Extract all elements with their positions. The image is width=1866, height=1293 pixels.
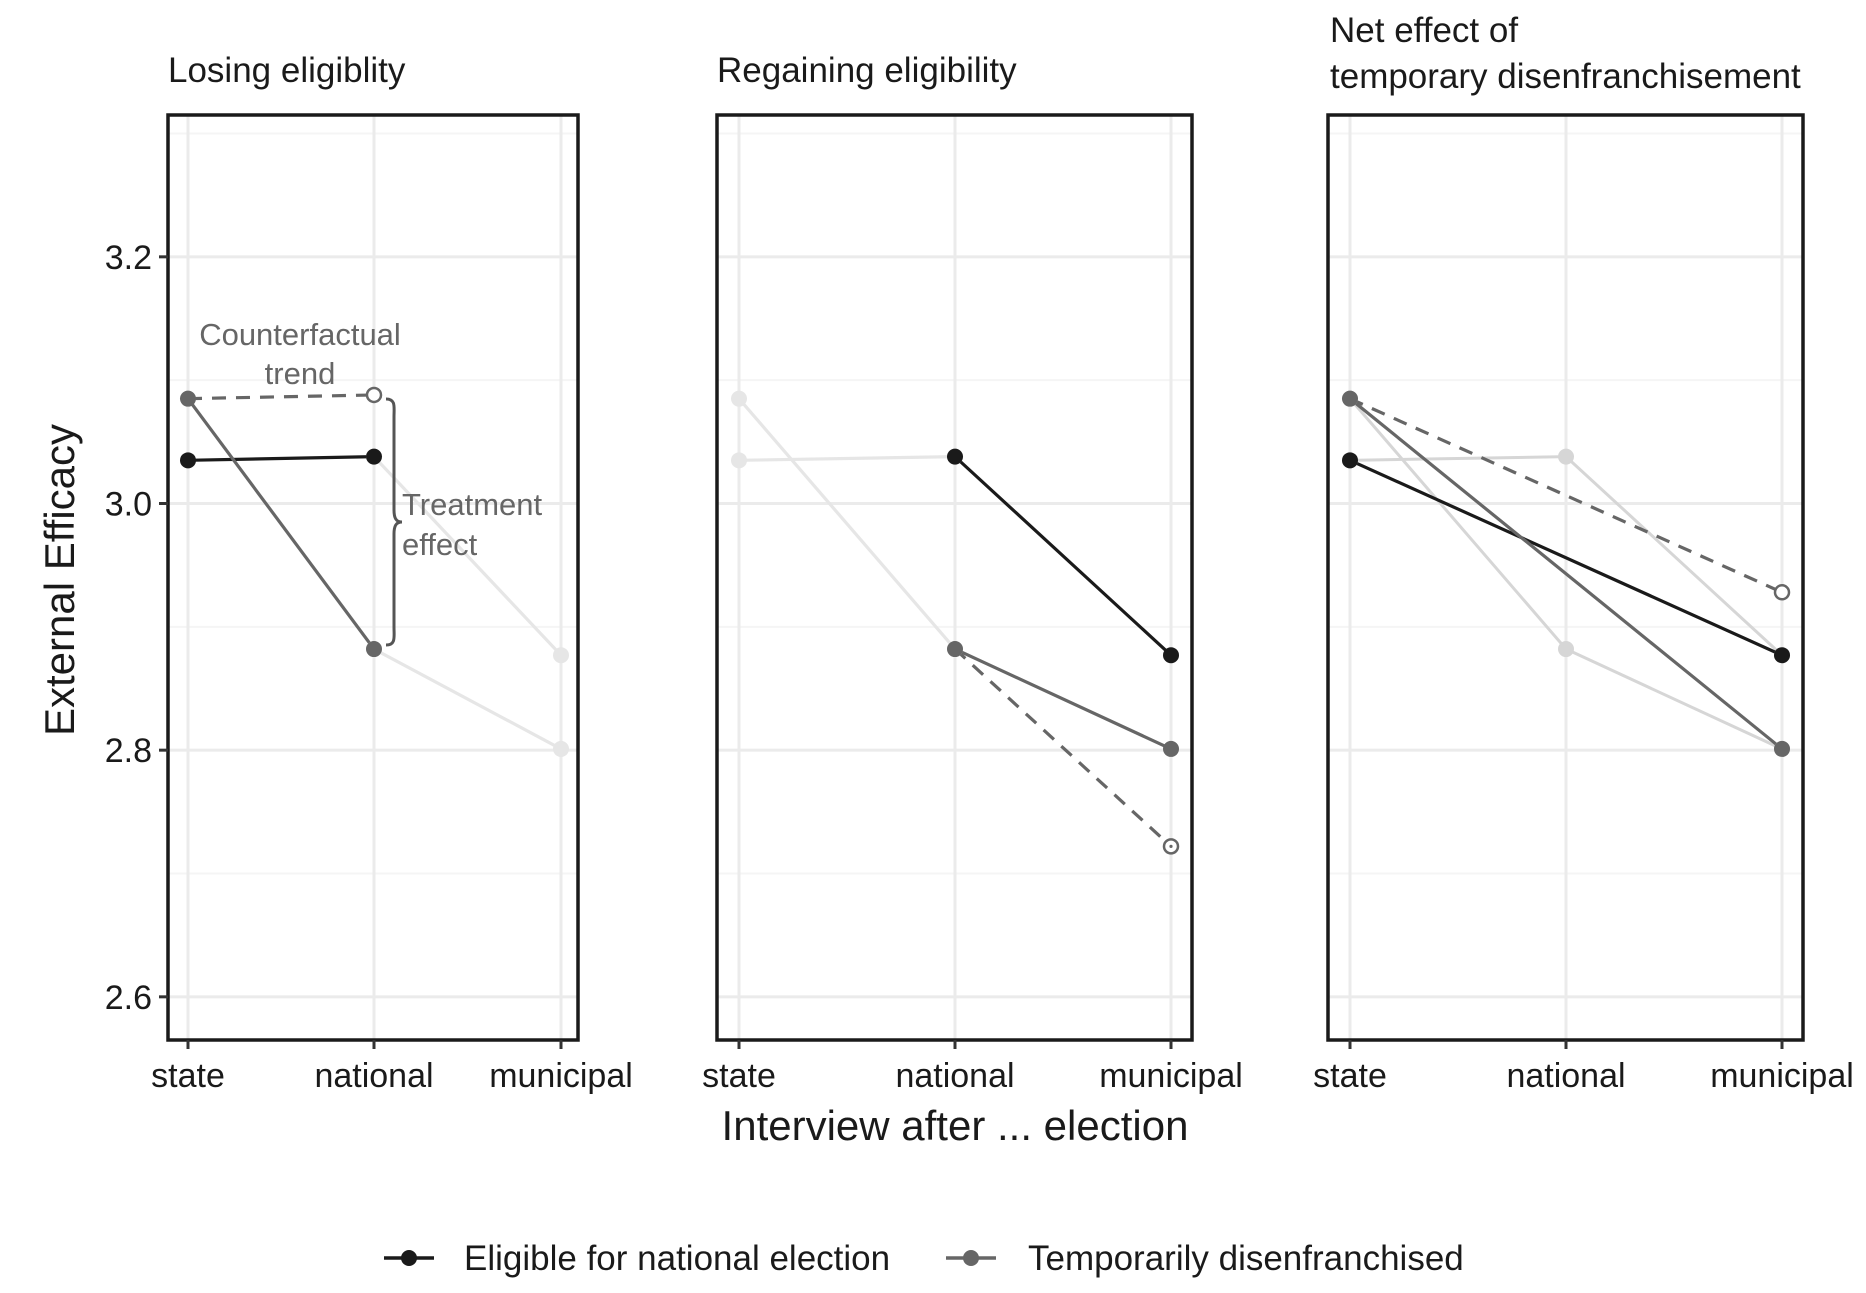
- annotation-treatment: Treatment: [402, 487, 543, 522]
- x-tick-label: municipal: [1710, 1057, 1854, 1095]
- data-point-faded_mid: [1558, 448, 1574, 465]
- series-line-faded: [737, 397, 957, 651]
- data-point-eligible: [1342, 452, 1358, 469]
- series-line-eligible: [953, 455, 1173, 657]
- annotation-counterfactual: Counterfactual: [199, 317, 401, 352]
- data-point-faded: [731, 452, 747, 469]
- series-line-disenfranchised: [186, 397, 376, 650]
- series-line-faded: [738, 455, 956, 462]
- y-tick-label: 2.8: [105, 732, 152, 770]
- series-line-counterfactual: [953, 647, 1173, 848]
- facet-panel-3: state national municipal Net effect of tempo…: [1313, 11, 1854, 1095]
- x-tick-label: municipal: [489, 1057, 633, 1095]
- y-axis-title: External Efficacy: [36, 424, 83, 736]
- data-point-faded_mid: [1558, 641, 1574, 658]
- data-point-counterfactual: [1773, 584, 1791, 601]
- data-point-counterfactual: [365, 386, 383, 404]
- data-point-disenfranchised: [947, 641, 963, 658]
- data-point-eligible: [1163, 647, 1179, 664]
- annotation-treatment: effect: [402, 527, 478, 562]
- data-point-eligible: [947, 448, 963, 465]
- series-line-disenfranchised: [1348, 397, 1784, 751]
- data-point-faded: [553, 740, 569, 757]
- data-point-counterfactual-dot: [1169, 844, 1173, 848]
- data-point-faded: [731, 390, 747, 407]
- data-point-eligible: [366, 448, 382, 465]
- panel-title: Losing eligiblity: [168, 51, 406, 90]
- x-tick-label: municipal: [1099, 1057, 1243, 1095]
- x-tick-label: national: [895, 1057, 1014, 1095]
- y-tick-label: 3.2: [105, 239, 152, 277]
- x-tick-label: state: [702, 1057, 776, 1095]
- series-line-counterfactual: [1349, 397, 1783, 594]
- data-point-disenfranchised: [366, 641, 382, 658]
- data-point-eligible: [180, 452, 196, 469]
- y-tick-label: 2.6: [105, 979, 152, 1017]
- panel-title: Net effect of: [1330, 11, 1518, 50]
- y-tick-label: 3.0: [105, 486, 152, 524]
- panel-title: temporary disenfranchisement: [1330, 57, 1801, 96]
- x-tick-label: national: [314, 1057, 433, 1095]
- x-tick-label: state: [151, 1057, 225, 1095]
- series-line-counterfactual: [187, 393, 375, 401]
- data-point-eligible: [1774, 647, 1790, 664]
- data-point-disenfranchised: [1774, 740, 1790, 757]
- x-axis-title: Interview after ... election: [722, 1102, 1189, 1149]
- data-point-disenfranchised: [1342, 390, 1358, 407]
- x-tick-label: national: [1506, 1057, 1625, 1095]
- facet-panels: Counterfactual trend Treatment effect state n…: [105, 11, 1854, 1095]
- legend-label: Temporarily disenfranchised: [1028, 1239, 1464, 1278]
- annotation-counterfactual: trend: [265, 356, 336, 391]
- panel-title: Regaining eligibility: [717, 51, 1017, 90]
- treatment-effect-brace: [385, 397, 403, 647]
- legend: Eligible for national election Temporaril…: [384, 1239, 1464, 1278]
- data-point-faded: [553, 647, 569, 664]
- series-line-faded: [373, 647, 562, 751]
- series-line-faded: [372, 455, 563, 657]
- legend-label: Eligible for national election: [464, 1239, 890, 1278]
- series-line-disenfranchised: [954, 647, 1172, 751]
- data-point-disenfranchised: [180, 390, 196, 407]
- legend-key-point: [963, 1250, 979, 1266]
- x-tick-label: state: [1313, 1057, 1387, 1095]
- data-point-disenfranchised: [1163, 740, 1179, 757]
- series-line-eligible: [187, 455, 375, 462]
- legend-key-point: [401, 1250, 417, 1266]
- series-line-eligible: [1349, 458, 1783, 657]
- facet-panel-1: Counterfactual trend Treatment effect state n…: [105, 51, 633, 1095]
- facet-panel-2: state national municipal Regaining eligibil…: [702, 51, 1243, 1095]
